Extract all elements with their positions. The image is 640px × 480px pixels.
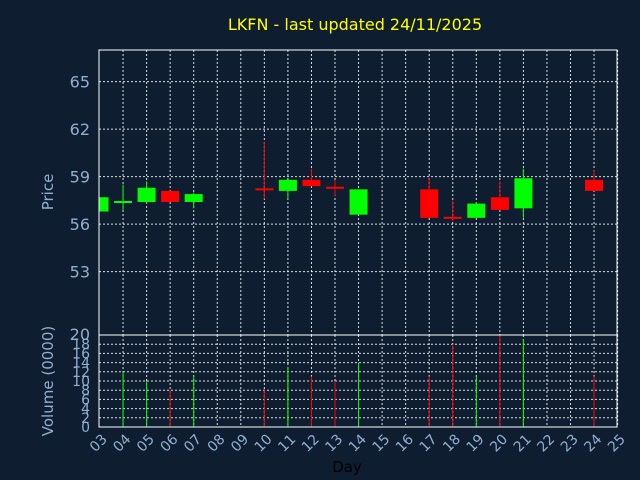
price-grid <box>99 50 619 335</box>
volume-bars <box>122 335 595 427</box>
day-tick-label: 14 <box>346 431 370 455</box>
candle-body <box>420 189 439 218</box>
candle-body <box>443 216 462 219</box>
volume-tick-label: 8 <box>81 383 90 399</box>
price-candles <box>99 141 604 221</box>
day-tick-label: 11 <box>275 432 299 456</box>
candle-body <box>326 186 344 189</box>
volume-axis-label: Volume (0000) <box>39 326 57 436</box>
candle-body <box>137 187 156 202</box>
day-tick-label: 04 <box>110 431 134 455</box>
price-tick-label: 65 <box>70 73 90 92</box>
price-axis: 53 56 59 62 65 <box>70 73 90 282</box>
day-tick-label: 19 <box>464 432 488 456</box>
price-tick-label: 59 <box>70 168 90 187</box>
price-axis-label: Price <box>39 174 57 211</box>
volume-tick-label: 18 <box>72 337 90 353</box>
volume-tick-label: 4 <box>81 402 90 418</box>
candle-body <box>490 197 509 210</box>
candle-body <box>514 178 533 209</box>
day-tick-label: 13 <box>322 432 346 456</box>
price-tick-label: 62 <box>70 120 90 139</box>
candle-body <box>302 179 321 187</box>
candle-body <box>349 189 368 215</box>
volume-tick-label: 12 <box>72 365 90 381</box>
candle-body <box>99 197 109 212</box>
day-tick-label: 07 <box>181 432 205 456</box>
day-tick-label: 18 <box>440 432 464 456</box>
day-tick-label: 16 <box>393 431 417 455</box>
day-tick-label: 10 <box>252 432 276 456</box>
day-tick-label: 05 <box>134 432 158 456</box>
day-axis-label: Day <box>332 458 362 476</box>
volume-tick-label: 0 <box>81 420 90 436</box>
day-axis: 03 04 05 06 07 08 09 10 11 12 13 14 15 16 17 18 19 20 21 22… <box>87 431 629 455</box>
volume-tick-label: 10 <box>72 374 90 390</box>
chart-title: LKFN - last updated 24/11/2025 <box>228 15 482 34</box>
candle-body <box>467 203 486 218</box>
volume-tick-label: 16 <box>72 346 90 362</box>
day-tick-label: 12 <box>299 432 323 456</box>
candle-body <box>255 188 274 191</box>
day-tick-label: 03 <box>87 432 111 456</box>
volume-tick-label: 2 <box>81 411 90 427</box>
price-tick-label: 53 <box>70 263 90 282</box>
candle-body <box>114 201 133 203</box>
day-tick-label: 06 <box>158 431 182 455</box>
volume-tick-label: 20 <box>70 325 90 344</box>
candle-body <box>161 190 180 202</box>
volume-tick-label: 14 <box>72 356 90 372</box>
day-tick-label: 17 <box>417 432 441 456</box>
day-tick-label: 09 <box>228 432 252 456</box>
day-tick-label: 08 <box>205 432 229 456</box>
day-tick-label: 25 <box>605 432 629 456</box>
day-tick-label: 23 <box>558 432 582 456</box>
day-tick-label: 15 <box>369 432 393 456</box>
candle-body <box>278 179 297 191</box>
day-tick-label: 24 <box>581 431 605 455</box>
candle-body <box>184 194 203 202</box>
candle-body <box>585 179 604 191</box>
day-tick-label: 20 <box>487 432 511 456</box>
volume-panel-frame <box>98 334 618 428</box>
price-tick-label: 56 <box>70 215 90 234</box>
day-tick-label: 21 <box>511 432 535 456</box>
volume-tick-label: 6 <box>81 392 90 408</box>
day-tick-label: 22 <box>534 432 558 456</box>
